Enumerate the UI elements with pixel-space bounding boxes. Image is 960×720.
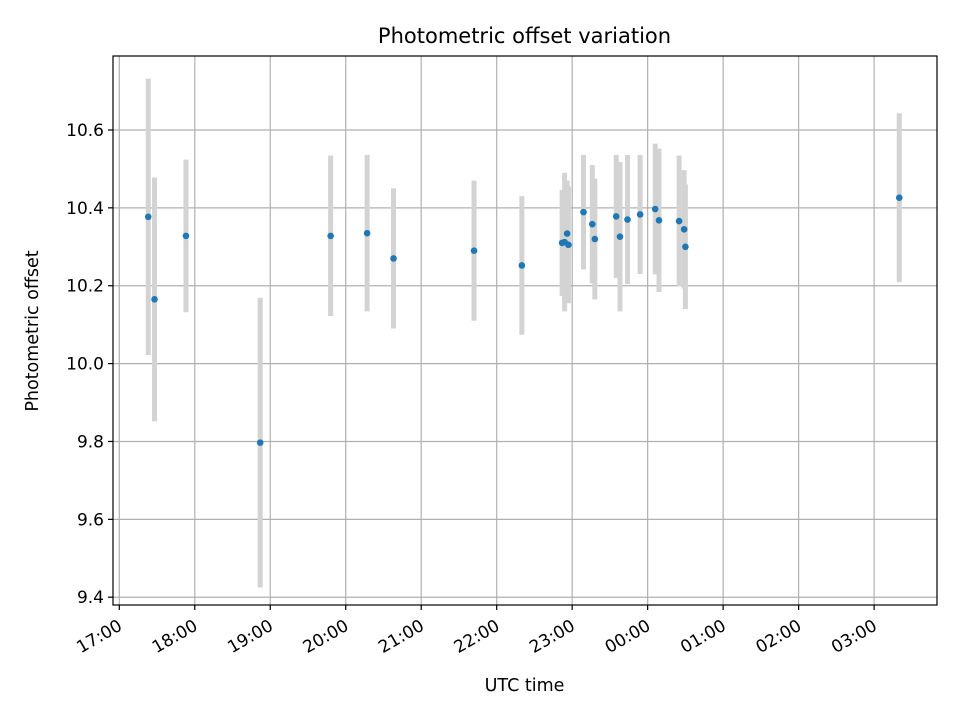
y-tick-label: 9.6 (77, 510, 104, 530)
x-tick-label: 17:00 (73, 616, 125, 658)
y-axis-label: Photometric offset (23, 250, 43, 411)
chart-title: Photometric offset variation (378, 24, 671, 48)
data-point (390, 255, 397, 262)
y-tick-label: 10.0 (66, 355, 104, 375)
x-tick-label: 18:00 (149, 616, 201, 658)
data-point (682, 243, 689, 251)
data-point (580, 208, 587, 216)
x-tick-label: 21:00 (375, 616, 427, 658)
x-axis-ticks: 17:00 18:00 19:00 20:00 21:00 22:00 23:00 00:00… (73, 605, 881, 658)
error-bars (145, 78, 902, 588)
y-tick-label: 9.8 (77, 432, 104, 452)
data-point (470, 247, 478, 254)
x-tick-label: 20:00 (300, 616, 352, 658)
data-point (680, 225, 688, 233)
data-point (151, 296, 158, 303)
y-tick-label: 10.6 (66, 121, 104, 141)
data-point (144, 213, 152, 221)
data-point (636, 211, 644, 218)
y-axis-ticks: 9.4 9.6 9.8 10.0 10.2 10.4 10.6 (66, 121, 113, 608)
data-point (256, 439, 264, 446)
data-point (651, 205, 659, 213)
data-point (518, 262, 526, 269)
grid (113, 56, 937, 605)
data-point (591, 235, 599, 243)
data-point (895, 194, 903, 202)
y-tick-label: 10.4 (66, 199, 104, 219)
data-point (655, 217, 663, 224)
x-tick-label: 23:00 (526, 616, 578, 658)
x-tick-label: 19:00 (224, 616, 276, 658)
x-tick-label: 01:00 (677, 616, 729, 658)
x-tick-label: 03:00 (828, 616, 880, 658)
x-tick-label: 02:00 (753, 616, 805, 658)
y-tick-label: 10.2 (66, 277, 104, 297)
x-tick-label: 22:00 (451, 616, 503, 658)
x-axis-label: UTC time (485, 676, 565, 696)
data-points (144, 194, 903, 446)
data-point (616, 233, 624, 240)
data-point (565, 241, 572, 249)
data-point (363, 229, 371, 237)
data-point (563, 230, 571, 237)
plot-frame (112, 55, 938, 606)
data-point (612, 213, 620, 220)
data-point (675, 217, 683, 225)
x-tick-label: 00:00 (602, 616, 654, 658)
y-tick-label: 9.4 (77, 588, 104, 608)
data-point (327, 232, 334, 240)
data-point (589, 220, 596, 228)
data-point (624, 216, 631, 223)
data-point (182, 232, 190, 240)
